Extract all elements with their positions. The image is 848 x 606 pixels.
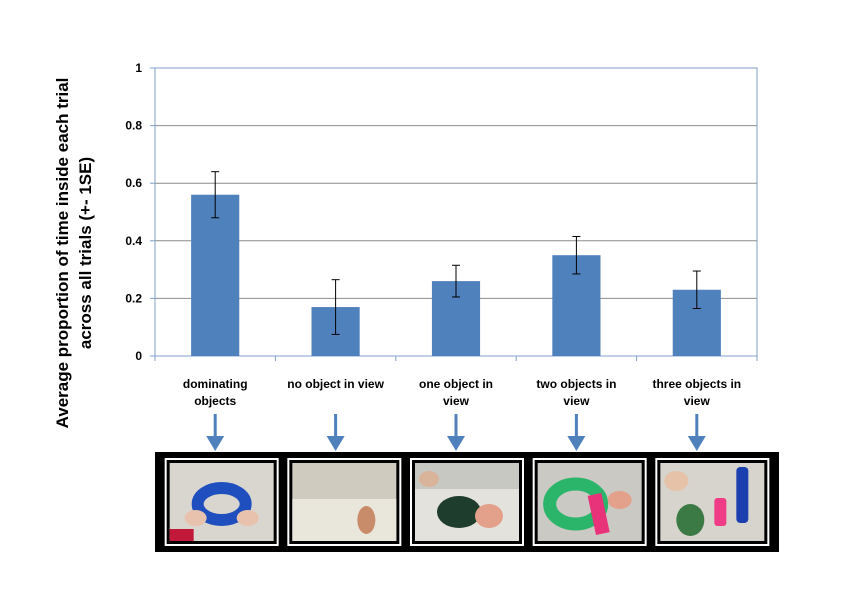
arrows xyxy=(206,414,706,451)
down-arrow-head-icon xyxy=(206,436,225,451)
thumbnail-blue-ring-held xyxy=(164,458,279,546)
category-label: three objects in xyxy=(652,377,741,391)
thumbnail-frame xyxy=(287,458,402,546)
hand-icon xyxy=(664,471,689,491)
y-tick-label: 0.2 xyxy=(125,291,142,305)
hand-icon xyxy=(607,491,632,509)
y-tick-label: 0.8 xyxy=(125,119,142,133)
thumbnail-frame xyxy=(410,458,524,546)
y-ticks: 0 0.2 0.4 0.6 0.8 1 xyxy=(125,61,142,363)
hand-icon xyxy=(236,510,259,526)
category-label: view xyxy=(563,394,590,408)
sleeve-icon xyxy=(169,529,194,541)
y-tick-label: 0.4 xyxy=(125,234,142,248)
category-label: objects xyxy=(194,394,236,408)
category-label: two objects in xyxy=(536,377,616,391)
category-label: view xyxy=(684,394,711,408)
thumbnail-frame xyxy=(164,458,279,546)
y-tick-label: 0 xyxy=(135,349,142,363)
y-axis-label-line-1: Average proportion of time inside each t… xyxy=(53,78,72,429)
green-object-icon xyxy=(676,504,705,536)
y-axis-label: Average proportion of time inside each t… xyxy=(53,78,95,429)
table-surface xyxy=(292,499,397,541)
category-label: dominating xyxy=(183,377,248,391)
category-label: one object in xyxy=(419,377,493,391)
thumbnail-strip xyxy=(155,452,779,552)
thumbnail-frame xyxy=(655,458,770,546)
thumbnail-dark-green-object xyxy=(410,458,524,546)
down-arrow-head-icon xyxy=(447,436,465,451)
thumbnail-green-ring-pink xyxy=(532,458,647,546)
y-tick-label: 0.6 xyxy=(125,176,142,190)
down-arrow-head-icon xyxy=(326,436,345,451)
hand-icon xyxy=(419,471,439,487)
pink-object-icon xyxy=(714,498,727,526)
blue-ring-icon xyxy=(191,482,252,526)
thumbnail-image xyxy=(169,463,274,541)
thumbnail-no-object-hand xyxy=(287,458,402,546)
down-arrow-head-icon xyxy=(567,436,586,451)
y-tick-label: 1 xyxy=(135,61,142,75)
green-object-icon xyxy=(437,496,481,528)
thumbnail-three-objects xyxy=(655,458,770,546)
category-labels: dominating objects no object in view one ob… xyxy=(183,377,741,408)
thumbnail-frame xyxy=(532,458,647,546)
hand-icon xyxy=(184,510,207,526)
down-arrow-head-icon xyxy=(687,436,706,451)
hand-icon xyxy=(357,506,376,534)
category-label: no object in view xyxy=(287,377,384,391)
y-axis-label-line-2: across all trials (+- 1SE) xyxy=(76,157,95,349)
bar xyxy=(191,194,240,356)
blue-object-icon xyxy=(736,467,749,523)
category-label: view xyxy=(443,394,470,408)
bars xyxy=(191,171,721,356)
pink-object-icon xyxy=(587,492,610,536)
hand-icon xyxy=(475,504,503,528)
